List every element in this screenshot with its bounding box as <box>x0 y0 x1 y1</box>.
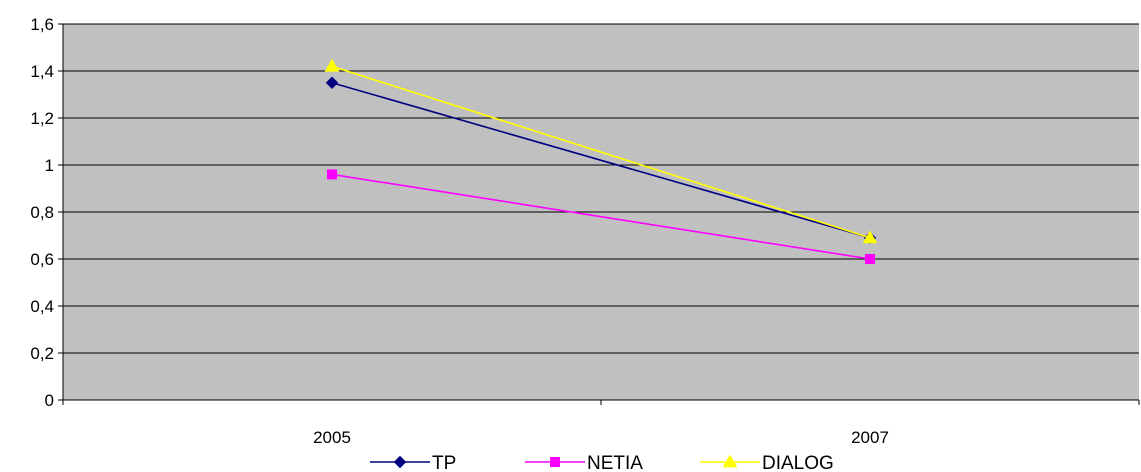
y-tick-label: 0,2 <box>30 344 54 363</box>
gridlines <box>63 23 1139 354</box>
x-tick-label: 2005 <box>313 428 351 447</box>
data-point-tp <box>325 76 339 89</box>
legend-item-netia: NETIA <box>525 453 643 472</box>
legend-marker-netia <box>550 457 560 467</box>
y-tick-label: 1 <box>45 156 54 175</box>
y-tick-label: 1,4 <box>30 62 54 81</box>
legend-item-tp: TP <box>370 453 456 472</box>
legend-item-dialog: DIALOG <box>700 453 834 472</box>
legend-label-netia: NETIA <box>587 453 643 472</box>
legend-marker-dialog <box>722 454 738 468</box>
y-tick-label: 1,2 <box>30 109 54 128</box>
x-axis-ticks: 2005 2007 <box>62 400 1140 447</box>
series-line-tp <box>331 81 871 239</box>
y-tick-label: 0 <box>45 391 54 410</box>
series-line-dialog <box>331 65 871 239</box>
legend-label-tp: TP <box>432 453 456 472</box>
series-layer <box>324 58 878 264</box>
series-netia <box>327 169 875 264</box>
data-point-dialog <box>324 58 340 72</box>
data-point-netia <box>865 254 875 264</box>
legend-marker-tp <box>393 455 407 469</box>
data-point-netia <box>327 169 337 180</box>
legend: TP NETIA DIALOG <box>370 453 834 472</box>
y-tick-label: 0,8 <box>30 203 54 222</box>
y-tick-label: 0,6 <box>30 250 54 269</box>
y-axis-ticks: 0 0,2 0,4 0,6 0,8 1 1,2 1,4 1,6 <box>30 15 63 410</box>
series-line-netia <box>331 173 871 260</box>
x-tick-label: 2007 <box>851 428 889 447</box>
y-tick-label: 0,4 <box>30 297 54 316</box>
legend-label-dialog: DIALOG <box>762 453 834 472</box>
series-dialog <box>324 58 878 244</box>
y-tick-label: 1,6 <box>30 15 54 34</box>
data-point-dialog <box>862 230 878 244</box>
